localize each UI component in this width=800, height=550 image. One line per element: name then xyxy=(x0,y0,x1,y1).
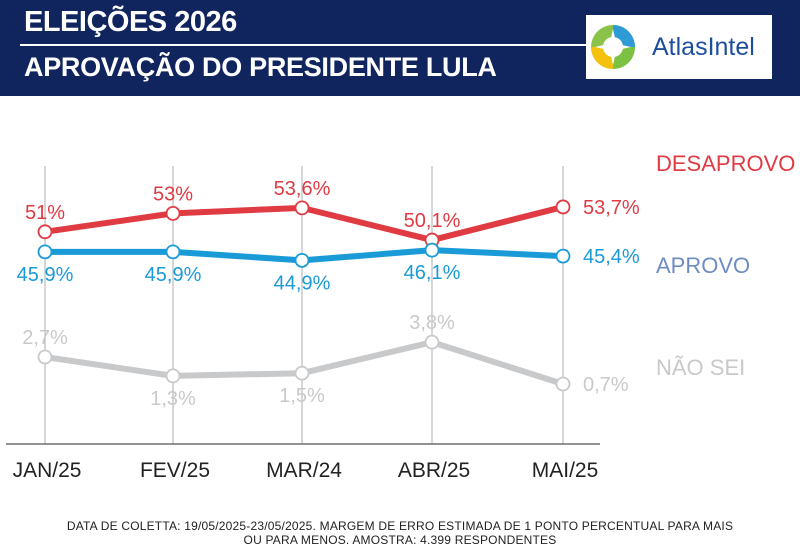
footnote-line-1: DATA DE COLETTA: 19/05/2025-23/05/2025. … xyxy=(66,519,734,533)
data-label-1-3: 46,1% xyxy=(404,262,461,284)
series-names: DESAPROVO APROVO NÃO SEI xyxy=(656,151,795,380)
series-name-1: APROVO xyxy=(656,253,750,278)
data-point-2-4 xyxy=(555,376,571,392)
data-point-0-1 xyxy=(165,206,181,221)
x-tick-label-3: ABR/25 xyxy=(398,459,470,482)
data-labels: 51% 53% 53,6% 50,1% 53,7% 45,9% 45,9% 44,9% 46,1… xyxy=(17,178,640,410)
data-point-2-3 xyxy=(424,334,440,350)
data-label-2-3: 3,8% xyxy=(409,312,455,334)
data-point-1-4 xyxy=(555,248,571,264)
data-point-2-1 xyxy=(165,368,181,384)
data-label-2-1: 1,3% xyxy=(150,388,196,410)
chart-title: APROVAÇÃO DO PRESIDENTE LULA xyxy=(24,52,497,82)
data-point-1-2 xyxy=(294,252,310,268)
data-label-0-3: 50,1% xyxy=(404,210,461,232)
data-point-1-1 xyxy=(165,244,181,260)
data-point-1-0 xyxy=(37,244,53,260)
line-chart: 51% 53% 53,6% 50,1% 53,7% 45,9% 45,9% 44,9% 46,1… xyxy=(6,151,795,482)
data-label-0-1: 53% xyxy=(153,183,193,205)
data-point-0-0 xyxy=(37,224,53,240)
logo-wordmark: AtlasIntel xyxy=(652,33,755,61)
series-lines xyxy=(37,199,571,392)
data-label-0-2: 53,6% xyxy=(274,178,331,200)
data-label-1-1: 45,9% xyxy=(145,264,202,286)
data-label-2-0: 2,7% xyxy=(22,327,68,349)
x-tick-label-0: JAN/25 xyxy=(13,459,82,482)
series-name-0: DESAPROVO xyxy=(656,151,795,176)
data-point-2-2 xyxy=(294,365,310,381)
x-axis-ticks: JAN/25 FEV/25 MAR/24 ABR/25 MAI/25 xyxy=(13,459,599,482)
footnote: DATA DE COLETTA: 19/05/2025-23/05/2025. … xyxy=(0,519,800,547)
atlasintel-logo: AtlasIntel xyxy=(586,15,772,79)
data-label-2-2: 1,5% xyxy=(279,385,325,407)
data-label-1-4: 45,4% xyxy=(583,246,640,268)
data-label-1-0: 45,9% xyxy=(17,264,74,286)
series-name-2: NÃO SEI xyxy=(656,355,745,380)
data-label-0-4: 53,7% xyxy=(583,197,640,219)
data-point-1-3 xyxy=(424,242,440,258)
data-label-1-2: 44,9% xyxy=(274,272,331,294)
header-title: ELEIÇÕES 2026 xyxy=(24,6,237,38)
data-point-0-4 xyxy=(555,199,571,215)
data-label-0-0: 51% xyxy=(25,202,65,224)
compass-logo-icon xyxy=(591,25,635,69)
header-banner: ELEIÇÕES 2026 APROVAÇÃO DO PRESIDENTE LU… xyxy=(0,0,800,96)
x-tick-label-2: MAR/24 xyxy=(266,459,342,482)
data-point-0-2 xyxy=(294,200,310,216)
data-label-2-4: 0,7% xyxy=(583,374,629,396)
data-point-2-0 xyxy=(37,349,53,365)
x-tick-label-4: MAI/25 xyxy=(532,459,599,482)
x-tick-label-1: FEV/25 xyxy=(140,459,210,482)
footnote-line-2: OU PARA MENOS. AMOSTRA: 4.399 RESPONDENT… xyxy=(243,533,557,547)
header-divider xyxy=(20,44,586,46)
